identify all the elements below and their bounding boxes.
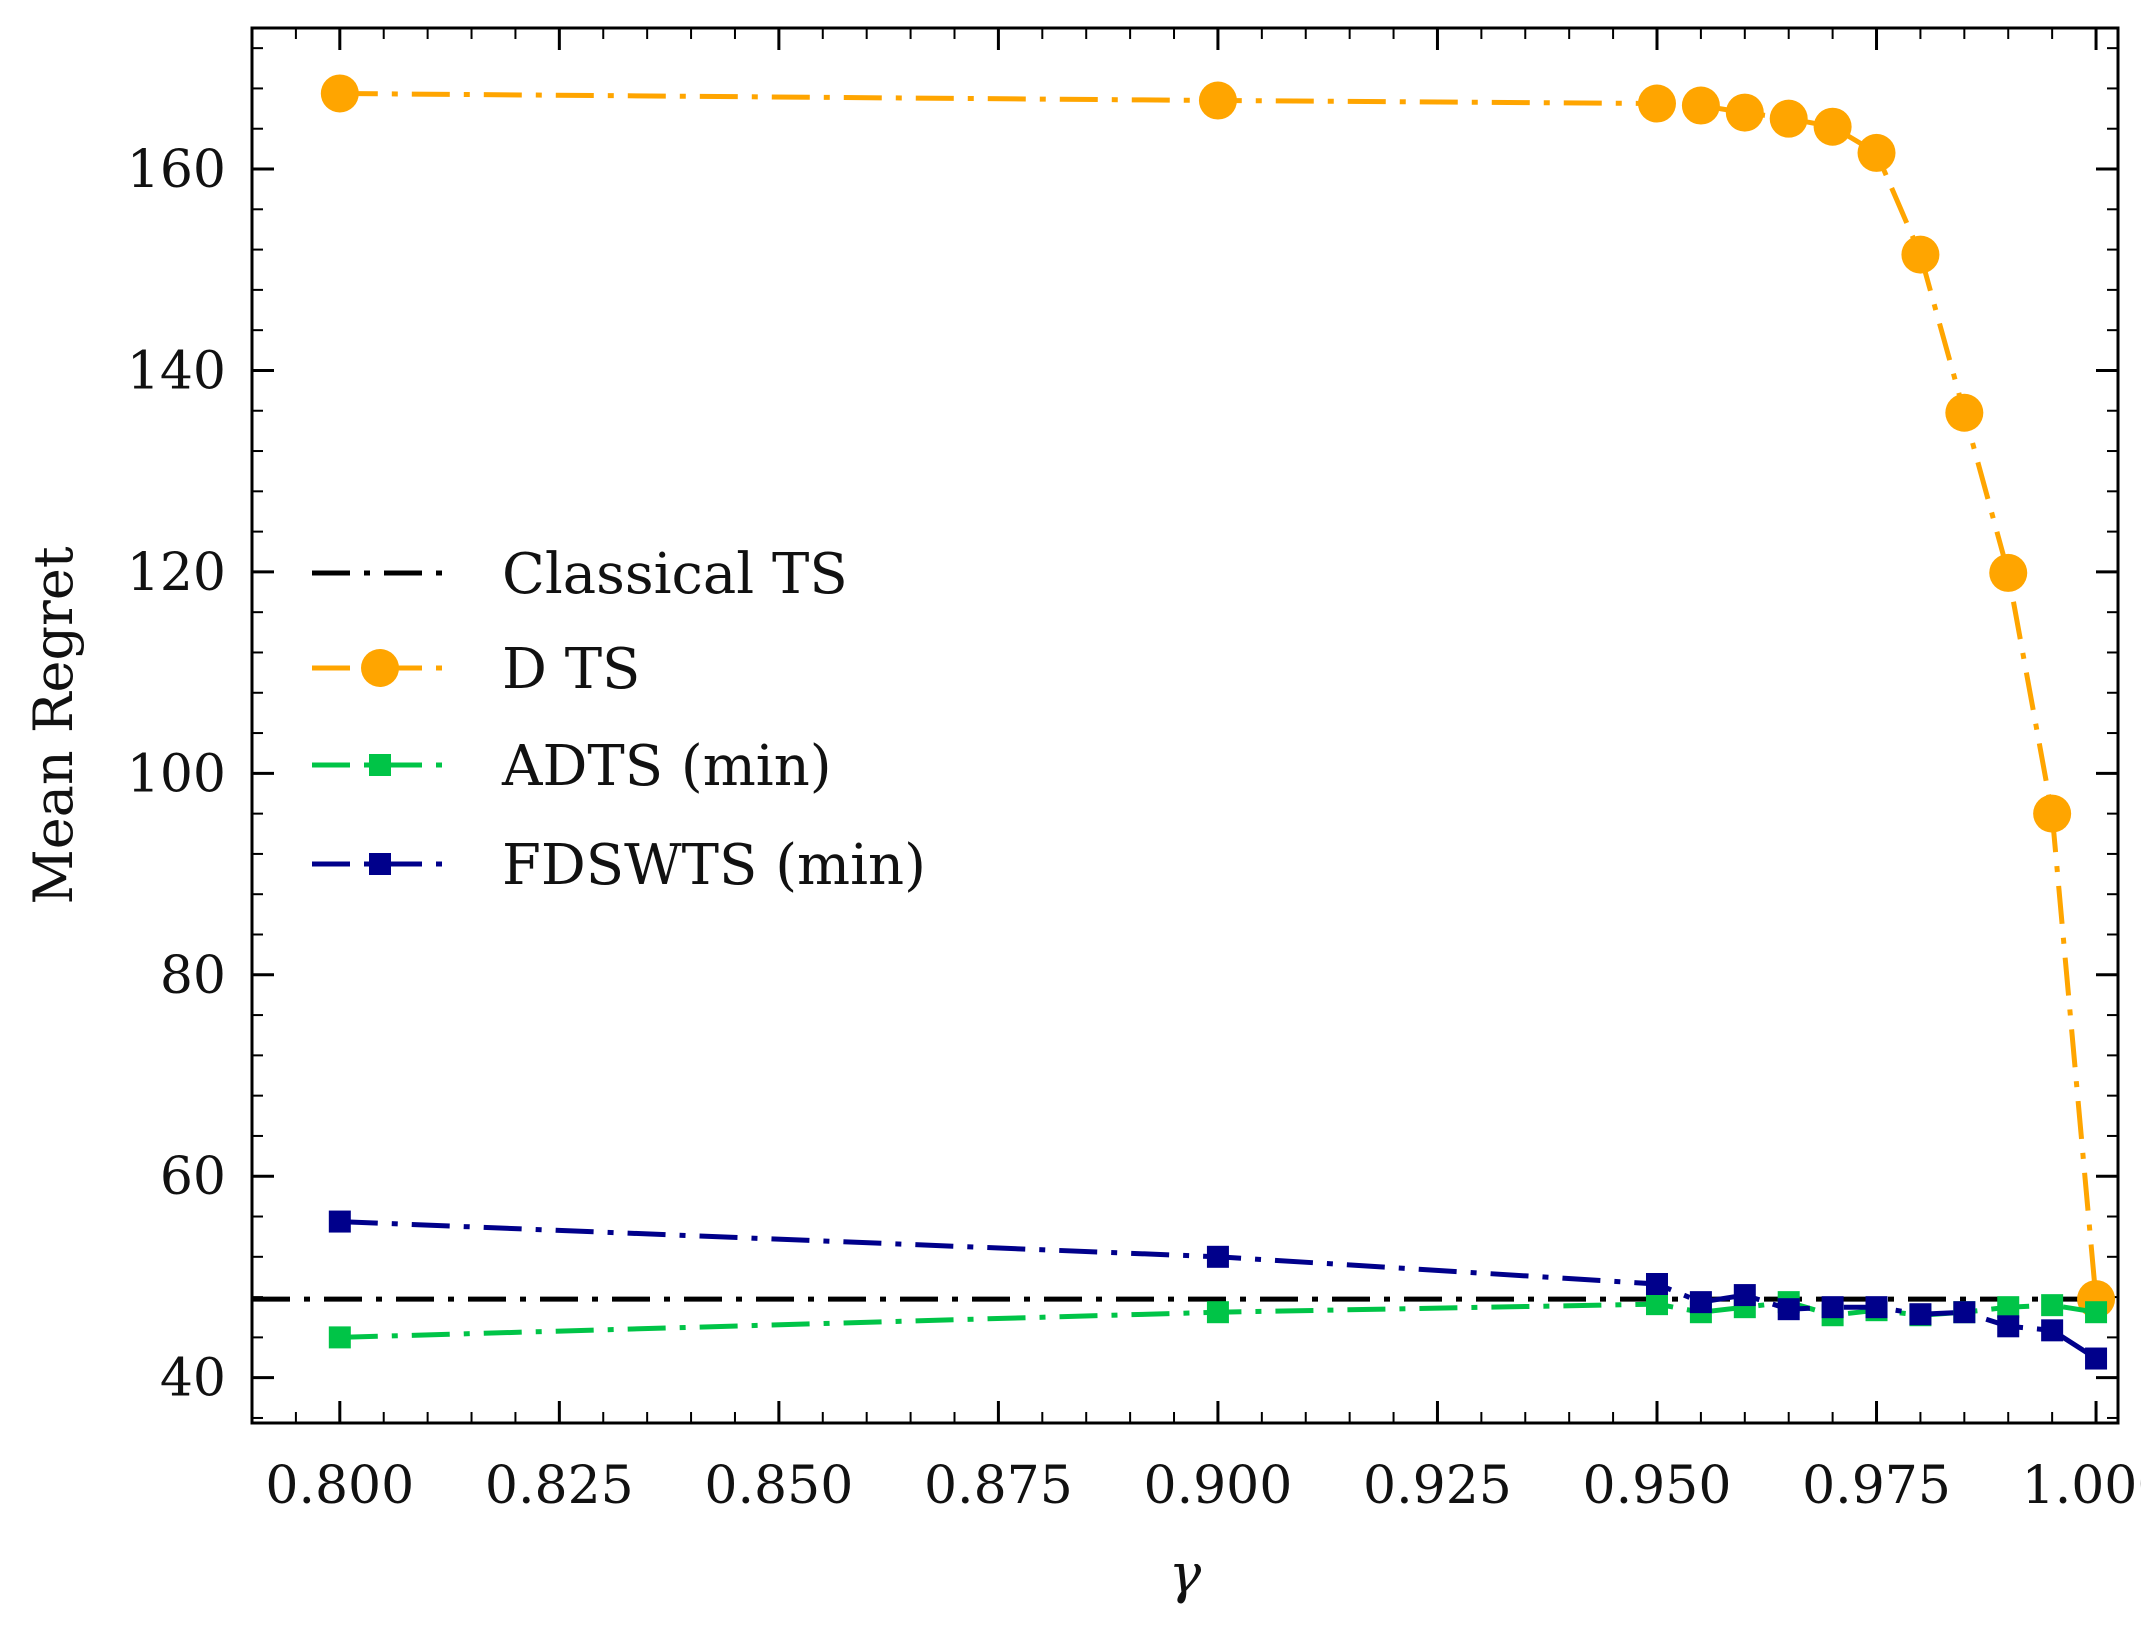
legend-marker-d-ts	[361, 649, 399, 687]
x-tick-label: 0.900	[1143, 1456, 1292, 1516]
d-ts-point	[1681, 86, 1720, 125]
legend-marker-fdswts-min	[369, 853, 391, 875]
fdswts-min-point	[1997, 1315, 2020, 1338]
x-tick-label: 0.800	[265, 1456, 414, 1516]
y-tick-label: 40	[160, 1349, 226, 1409]
fdswts-min-point	[1865, 1296, 1888, 1319]
d-ts-point	[1725, 93, 1764, 132]
fdswts-min-point	[1733, 1284, 1756, 1307]
d-ts-point	[1857, 133, 1896, 172]
fdswts-min-point	[1645, 1273, 1668, 1296]
d-ts-point	[2033, 794, 2072, 833]
fdswts-min-point	[2041, 1319, 2064, 1342]
y-tick-label: 140	[127, 341, 226, 401]
y-tick-label: 60	[160, 1147, 226, 1207]
adts-min-point	[1206, 1301, 1229, 1324]
fdswts-min-point	[1953, 1301, 1976, 1324]
legend-label-adts-min: ADTS (min)	[501, 734, 832, 799]
fdswts-min-point	[1689, 1291, 1712, 1314]
adts-min-point	[1997, 1296, 2020, 1319]
d-ts-point	[1198, 81, 1237, 120]
y-tick-label: 100	[127, 744, 226, 804]
adts-min-point	[1645, 1293, 1668, 1316]
y-tick-label: 160	[127, 140, 226, 200]
d-ts-point	[1813, 107, 1852, 146]
adts-min-point	[2041, 1294, 2064, 1317]
y-axis-label: Mean Regret	[22, 546, 85, 904]
y-tick-label: 120	[127, 543, 226, 603]
legend-label-fdswts-min: FDSWTS (min)	[502, 833, 926, 898]
tick-labels: 0.800 0.825 0.850 0.875 0.900 0.925 0.950 0.975…	[127, 140, 2141, 1516]
d-ts-point	[1989, 553, 2028, 592]
legend-label-d-ts: D TS	[502, 637, 640, 702]
fdswts-min-point	[1821, 1296, 1844, 1319]
x-tick-label: 0.850	[704, 1456, 853, 1516]
d-ts-point	[1769, 99, 1808, 138]
fdswts-min-point	[328, 1210, 351, 1233]
legend-marker-adts-min	[369, 754, 391, 776]
plot-frame	[250, 26, 2120, 1425]
x-tick-label: 0.975	[1802, 1456, 1951, 1516]
x-tick-label: 0.925	[1363, 1456, 1512, 1516]
d-ts-point	[1945, 393, 1984, 432]
fdswts-min-point	[1909, 1303, 1932, 1326]
x-tick-label: 0.875	[924, 1456, 1073, 1516]
fdswts-min-point	[1777, 1298, 1800, 1321]
fdswts-min-point	[2085, 1347, 2108, 1370]
fdswts-min-point	[1206, 1245, 1229, 1268]
adts-min-point	[2085, 1301, 2108, 1324]
series-layer	[252, 74, 2118, 1370]
d-ts-point	[1637, 84, 1676, 123]
adts-min-point	[328, 1326, 351, 1349]
axis-ticks	[251, 28, 2118, 1423]
x-tick-label: 0.825	[485, 1456, 634, 1516]
y-tick-label: 80	[160, 946, 226, 1006]
d-ts-point	[320, 74, 359, 113]
legend: Classical TS D TS ADTS (min) FDSWTS (min)	[312, 542, 926, 898]
x-tick-label: 1.000	[2022, 1456, 2141, 1516]
d-ts-point	[1901, 235, 1940, 274]
legend-label-classical-ts: Classical TS	[502, 542, 848, 607]
x-tick-label: 0.950	[1583, 1456, 1732, 1516]
x-axis-label: γ	[1169, 1542, 1202, 1605]
